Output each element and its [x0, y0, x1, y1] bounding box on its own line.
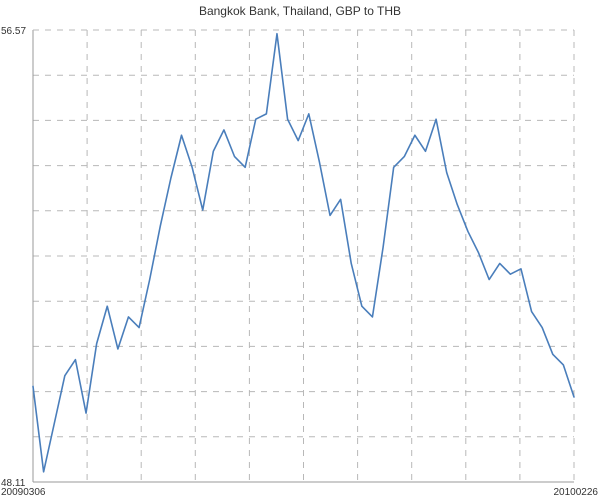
x-axis-start-label: 20090306 [1, 487, 46, 498]
chart-title: Bangkok Bank, Thailand, GBP to THB [199, 4, 401, 18]
axis-layer [32, 29, 575, 483]
y-axis-min-label: 48.11 [1, 478, 26, 489]
label-layer: Bangkok Bank, Thailand, GBP to THB 56.57 4… [1, 4, 598, 498]
y-axis-max-label: 56.57 [1, 26, 26, 37]
series-layer [32, 32, 575, 473]
price-series-line [32, 32, 575, 473]
grid-layer [33, 30, 574, 482]
x-axis-end-label: 20100226 [554, 487, 599, 498]
